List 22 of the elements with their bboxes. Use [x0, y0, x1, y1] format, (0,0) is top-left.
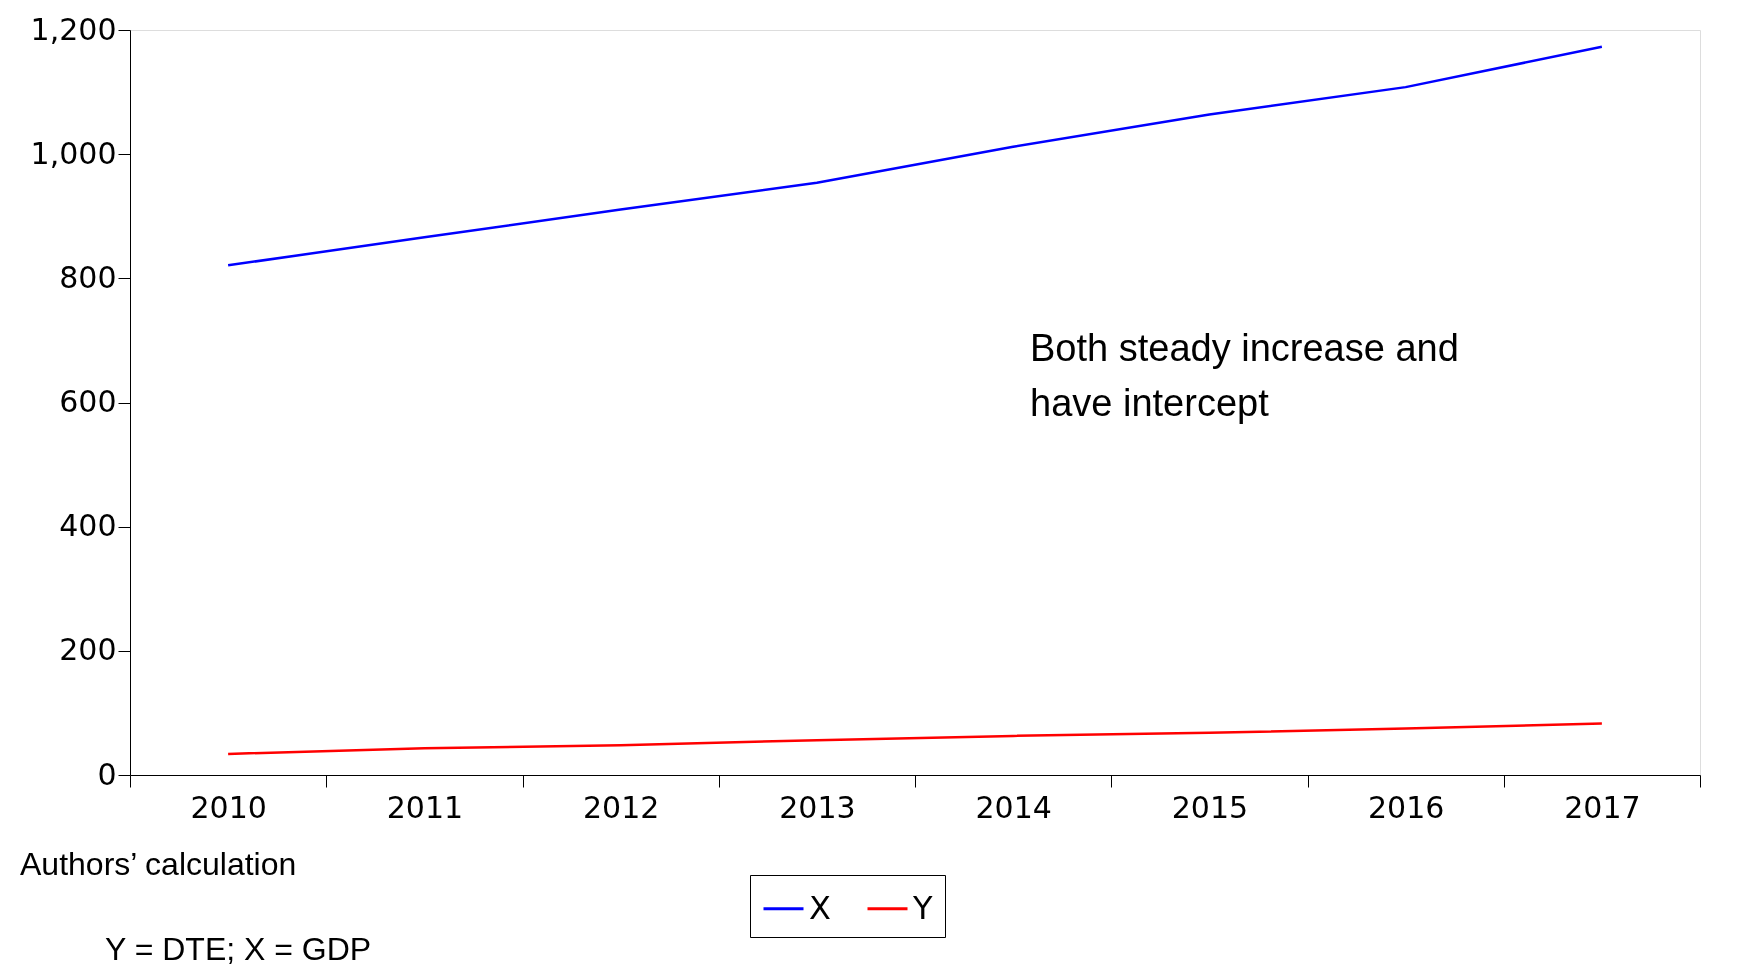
x-tick-label: 2014 [975, 789, 1052, 825]
text: Y = DTE; X = GDP [105, 931, 372, 967]
annotation: Both steady increase and have intercept [1030, 327, 1459, 425]
y-tick-label: 800 [59, 259, 117, 295]
x-tick-label: 2012 [582, 789, 660, 825]
legend-label: Y [912, 888, 933, 927]
x-tick-label: 2017 [1564, 789, 1641, 825]
x-tick-label: 2016 [1367, 789, 1445, 825]
x-tick-label: 2015 [1171, 789, 1249, 825]
line-series [226, 722, 1604, 756]
x-tick-label: 2013 [779, 789, 856, 825]
y-tick-label: 0 [97, 756, 117, 792]
y-tick-label: 600 [59, 384, 117, 419]
text: Authors’ calculation [20, 846, 297, 882]
line-series [226, 45, 1604, 267]
y-tick-label: 1,200 [30, 11, 117, 47]
x-tick-label: 2010 [190, 789, 267, 825]
legend-label: X [809, 888, 831, 927]
y-tick-label: 1,000 [30, 135, 117, 171]
y-tick-label: 200 [59, 632, 117, 668]
y-tick-label: 400 [59, 508, 117, 544]
x-tick-label: 2011 [386, 789, 464, 825]
